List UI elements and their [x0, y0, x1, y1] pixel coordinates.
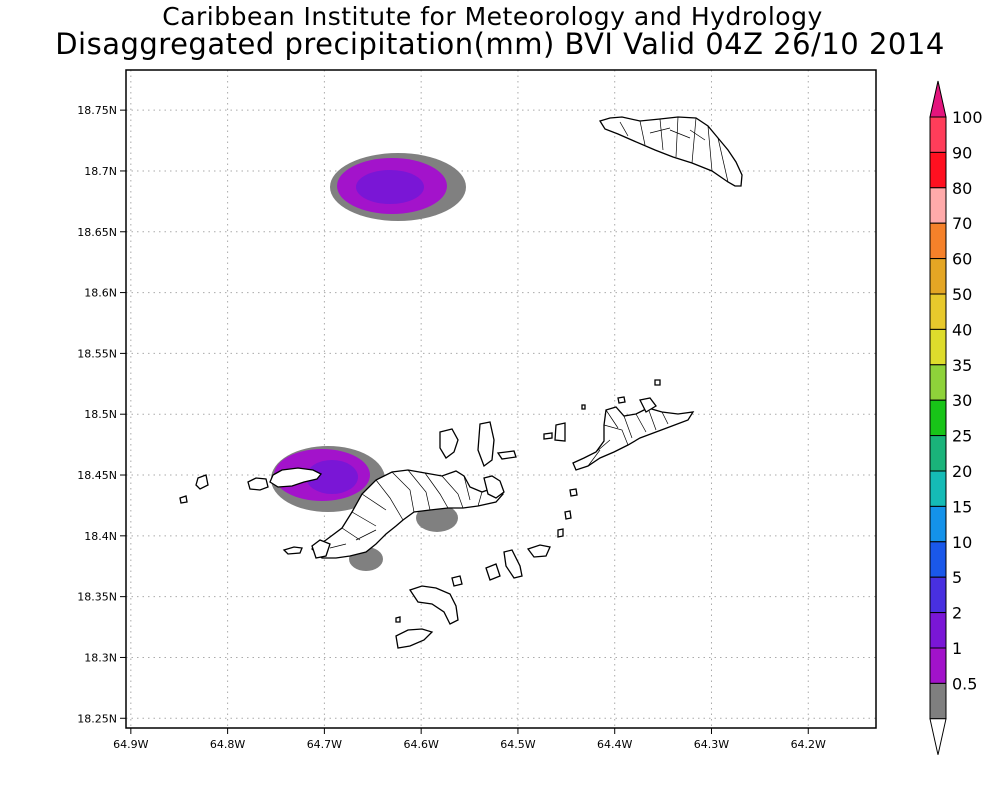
lat-tick-label: 18.65N: [77, 226, 117, 239]
map-frame: [125, 69, 877, 729]
colorbar-swatch: [929, 682, 947, 720]
islet-west: [247, 477, 269, 491]
colorbar-label: 40: [952, 320, 972, 339]
colorbar-label: 60: [952, 250, 972, 269]
colorbar-swatch: [929, 470, 947, 507]
islet-prickly-pear: [639, 397, 657, 413]
colorbar-swatch: [929, 612, 947, 649]
island-guana: [477, 421, 495, 468]
island-ginger: [485, 563, 501, 581]
islet-pelican: [395, 616, 401, 623]
island-peter: [408, 585, 459, 625]
island-dead-chest: [451, 575, 463, 587]
map-gridlines: [126, 70, 876, 728]
lon-tick-label: 64.9W: [113, 738, 148, 751]
colorbar-label: 90: [952, 143, 972, 162]
colorbar-swatch: [929, 364, 947, 401]
colorbar-label: 1: [952, 639, 962, 658]
colorbar-swatch: [929, 399, 947, 437]
lon-tick-label: 64.4W: [597, 738, 632, 751]
lat-tick-label: 18.25N: [77, 712, 117, 725]
colorbar-swatch: [929, 151, 947, 189]
colorbar-swatch: [929, 293, 947, 330]
colorbar-swatch: [929, 647, 947, 684]
lon-tick-label: 64.8W: [210, 738, 245, 751]
colorbar-label: 10: [952, 533, 972, 552]
colorbar-swatch: [929, 258, 947, 295]
colorbar-label: 0.5: [952, 674, 977, 693]
island-outlines: [179, 116, 743, 649]
lat-tick-label: 18.45N: [77, 469, 117, 482]
lat-tick-label: 18.5N: [84, 408, 117, 421]
colorbar-swatch: [929, 328, 947, 366]
lon-tick-label: 64.2W: [791, 738, 826, 751]
island-virgin-gorda: [572, 406, 695, 471]
island-little-thatch: [311, 539, 331, 559]
lon-tick-label: 64.5W: [500, 738, 535, 751]
islet-far-west-2: [179, 495, 188, 504]
title-institute: Caribbean Institute for Meteorology and …: [162, 2, 823, 31]
precip-cell-southwest: [271, 446, 458, 571]
islet-north-3: [554, 422, 566, 442]
lon-tick-label: 64.6W: [403, 738, 438, 751]
island-jost-van-dyke: [269, 467, 323, 488]
colorbar-label: 25: [952, 427, 972, 446]
island-frenchmans: [282, 546, 303, 555]
title-product: Disaggregated precipitation(mm) BVI Vali…: [55, 27, 945, 61]
islet-north-1: [496, 450, 517, 460]
lon-tick-label: 64.3W: [694, 738, 729, 751]
colorbar-top-arrow: [929, 80, 947, 118]
islet-north-2: [543, 432, 553, 440]
lat-tick-label: 18.55N: [77, 347, 117, 360]
colorbar-swatch: [929, 505, 947, 543]
lat-tick-label: 18.3N: [84, 651, 117, 664]
island-cooper: [526, 544, 551, 558]
colorbar-bottom-arrow: [929, 718, 947, 755]
lat-tick-label: 18.75N: [77, 104, 117, 117]
colorbar-swatch: [929, 116, 947, 153]
colorbar-swatch: [929, 435, 947, 472]
island-great-camanoe: [439, 428, 459, 459]
islet-mosquito: [617, 396, 626, 404]
island-anegada: [598, 116, 743, 187]
precip-cell-north: [330, 153, 466, 221]
colorbar-label: 35: [952, 356, 972, 375]
islet-north-4: [581, 404, 586, 410]
lat-tick-label: 18.7N: [84, 165, 117, 178]
island-salt: [503, 549, 523, 579]
colorbar-swatch: [929, 187, 947, 224]
islet-chain-3: [557, 528, 564, 538]
colorbar-label: 50: [952, 285, 972, 304]
colorbar-label: 2: [952, 604, 962, 623]
colorbar-label: 5: [952, 568, 962, 587]
islet-chain-1: [569, 488, 578, 497]
lat-tick-label: 18.6N: [84, 287, 117, 300]
map-axes: 64.9W 64.8W 64.7W 64.6W 64.5W 64.4W 64.3W 64.2W…: [77, 104, 826, 751]
colorbar-legend: 100 90 80 70 60 50 40 35 30 25 20 15 10 5 2 1 0.5: [929, 80, 983, 755]
colorbar-label: 100: [952, 108, 983, 127]
colorbar-label: 80: [952, 179, 972, 198]
colorbar-label: 15: [952, 497, 972, 516]
colorbar-label: 30: [952, 391, 972, 410]
colorbar-label: 20: [952, 462, 972, 481]
islet-chain-2: [564, 510, 572, 520]
colorbar-label: 70: [952, 214, 972, 233]
island-norman: [395, 628, 434, 649]
colorbar-swatch: [929, 541, 947, 578]
island-beef-island: [483, 475, 505, 499]
colorbar-swatch: [929, 576, 947, 614]
lat-tick-label: 18.35N: [77, 591, 117, 604]
islet-necker: [654, 379, 661, 386]
islet-far-west: [195, 474, 209, 490]
lon-tick-label: 64.7W: [307, 738, 342, 751]
lat-tick-label: 18.4N: [84, 530, 117, 543]
colorbar-swatch: [929, 222, 947, 260]
